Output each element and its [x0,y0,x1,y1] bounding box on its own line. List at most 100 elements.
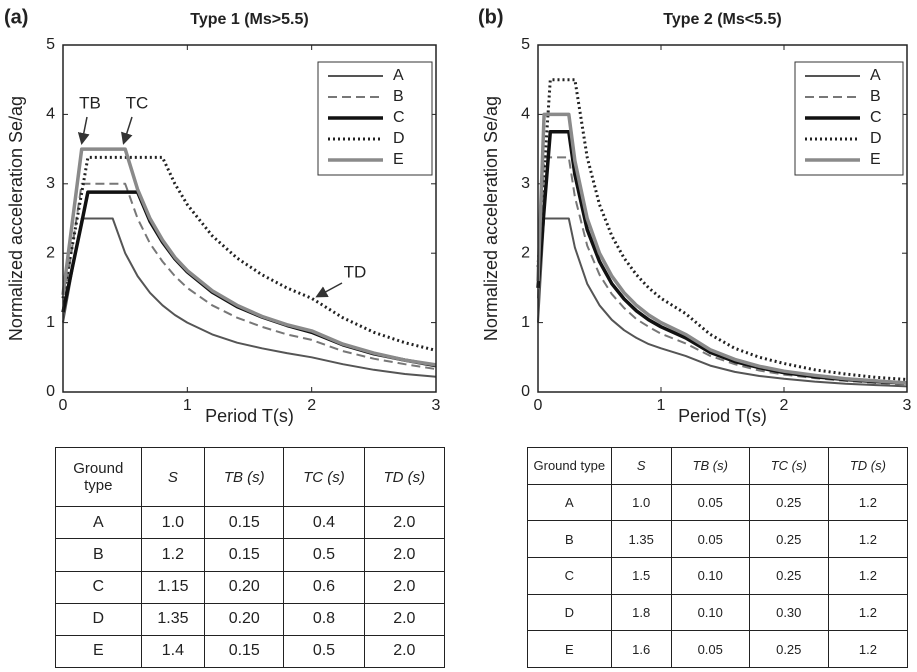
table-cell: S [140,446,206,508]
y-tick-label: 3 [46,175,55,192]
series-line [62,182,437,371]
y-tick-label: 3 [521,175,530,192]
table-cell: 0.15 [204,634,285,669]
table-cell: 1.2 [827,483,909,522]
y-tick-label: 1 [521,314,530,331]
table-cell: E [527,630,612,668]
table-cell: TD (s) [827,447,909,485]
table-header: Ground type S TB (s) TC (s) TD (s) [55,446,446,508]
plot-frame [62,44,437,393]
table-cell: C [527,556,612,595]
table-row: A 1.0 0.05 0.25 1.2 [527,483,909,522]
table-cell: 0.25 [748,630,829,668]
table-row: D 1.35 0.20 0.8 2.0 [55,602,446,636]
annotation-arrow [315,282,343,298]
table-cell: D [527,593,612,632]
legend-label: E [870,151,881,168]
table-cell: 1.8 [610,593,672,632]
chart-title: Type 2 (Ms<5.5) [663,11,781,28]
table: Ground type S TB (s) TC (s) TD (s) A 1.0 0.15 0.… [55,446,446,669]
y-tick-label: 4 [46,106,55,123]
chart-title: Type 1 (Ms>5.5) [190,11,308,28]
table-cell: 0.30 [748,593,829,632]
table-cell: 1.4 [140,634,206,669]
series-line [62,217,437,378]
legend-label: D [870,130,882,147]
table-cell: 1.2 [827,593,909,632]
table-cell: S [610,447,672,485]
table-cell: 1.0 [610,483,672,522]
table-cell: TD (s) [363,446,446,508]
table-cell: 0.05 [670,520,750,558]
y-tick-label: 5 [521,36,530,53]
table-row: B 1.35 0.05 0.25 1.2 [527,520,909,558]
table: Ground type S TB (s) TC (s) TD (s) A 1.0 0.05 0.… [527,447,909,668]
table-cell: TC (s) [748,447,829,485]
legend-label: C [870,109,882,126]
table-row: E 1.4 0.15 0.5 2.0 [55,634,446,669]
series-line [61,147,437,367]
table-cell: 0.5 [283,538,365,572]
table-cell: 0.20 [204,602,285,636]
table-cell: TB (s) [670,447,750,485]
table-cell: 0.10 [670,593,750,632]
table-cell: 2.0 [363,506,446,540]
charts: (a) Type 1 (Ms>5.5) Period T(s) Normalized … [4,6,912,426]
table-cell: TB (s) [204,446,285,508]
table-cell: 0.05 [670,630,750,668]
table-cell: 1.2 [827,630,909,668]
annotation: TD [344,262,367,281]
x-tick-label: 1 [183,397,192,414]
y-tick-label: 5 [46,36,55,53]
table-row: A 1.0 0.15 0.4 2.0 [55,506,446,540]
y-tick-label: 0 [46,383,55,400]
table-cell: 0.05 [670,483,750,522]
table-cell: 0.5 [283,634,365,669]
panel-label: (a) [4,6,28,28]
x-tick-label: 3 [432,397,441,414]
y-tick-label: 4 [521,106,530,123]
table-cell: 1.35 [610,520,672,558]
x-tick-label: 2 [307,397,316,414]
annotation-arrow [77,116,90,145]
series-line [536,78,908,381]
table-cell: 1.15 [140,570,206,604]
table-cell: E [55,634,142,669]
table-cell: C [55,570,142,604]
table-cell: 0.25 [748,556,829,595]
table-row: E 1.6 0.05 0.25 1.2 [527,630,909,668]
table-cell: B [55,538,142,572]
table-cell: 2.0 [363,634,446,669]
table-row: C 1.5 0.10 0.25 1.2 [527,556,909,595]
table-cell: 0.15 [204,506,285,540]
series-line [61,155,437,352]
x-tick-label: 0 [59,397,68,414]
table-cell: 2.0 [363,602,446,636]
legend-label: B [870,88,881,105]
table-cell: B [527,520,612,558]
table-row: D 1.8 0.10 0.30 1.2 [527,593,909,632]
legend-label: C [393,109,405,126]
table-cell: 0.8 [283,602,365,636]
table-cell: A [55,506,142,540]
table-cell: 0.25 [748,520,829,558]
legend-label: D [393,130,405,147]
table-cell: TC (s) [283,446,365,508]
table-cell: A [527,483,612,522]
x-axis-label: Period T(s) [678,406,767,426]
x-tick-label: 2 [780,397,789,414]
table-cell: 0.10 [670,556,750,595]
table-cell: 1.35 [140,602,206,636]
y-tick-label: 0 [521,383,530,400]
plot-frame [537,44,908,393]
annotation-arrow [121,116,133,145]
x-tick-label: 1 [657,397,666,414]
table-cell: 2.0 [363,570,446,604]
table-cell: 0.25 [748,483,829,522]
x-axis-label: Period T(s) [205,406,294,426]
table-cell: 1.0 [140,506,206,540]
table-cell: 1.2 [827,556,909,595]
y-tick-label: 1 [46,314,55,331]
legend-label: E [393,151,404,168]
